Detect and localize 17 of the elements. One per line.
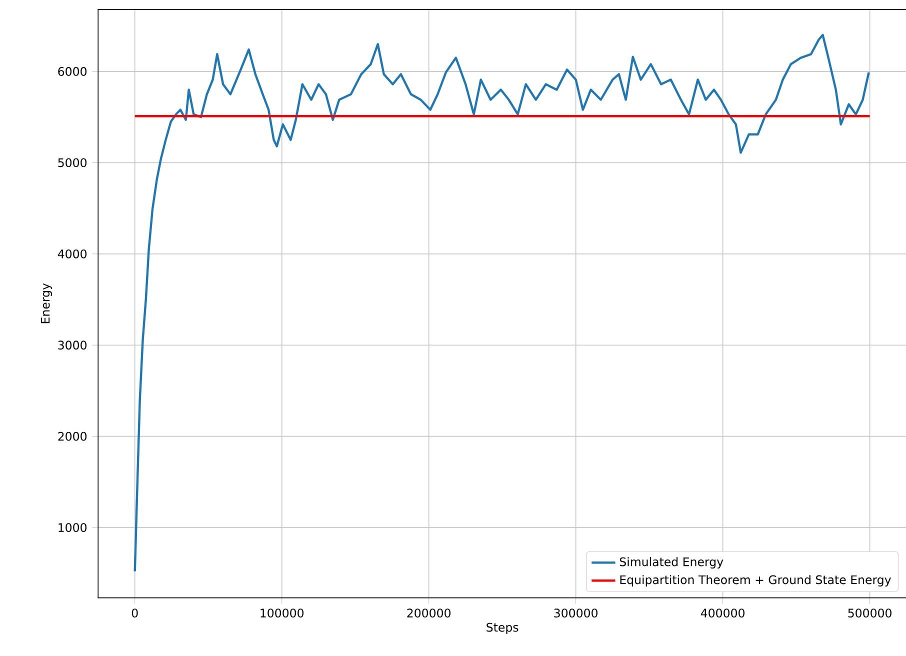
x-axis-title: Steps xyxy=(486,622,518,634)
legend-label: Equipartition Theorem + Ground State Energy xyxy=(620,575,891,587)
y-tick-label: 3000 xyxy=(58,340,87,350)
y-tick-label: 5000 xyxy=(58,158,87,168)
legend-label: Simulated Energy xyxy=(620,557,724,569)
y-tick-label: 2000 xyxy=(58,432,87,441)
x-tick-label: 400000 xyxy=(700,608,744,618)
y-tick-label: 1000 xyxy=(58,523,87,532)
x-tick-label: 0 xyxy=(132,608,138,618)
x-tick-label: 500000 xyxy=(848,608,892,618)
line-series xyxy=(134,34,870,573)
x-tick-label: 100000 xyxy=(260,608,304,618)
x-tick-label: 300000 xyxy=(554,608,598,618)
x-tick-label: 200000 xyxy=(407,608,451,618)
y-tick-label: 4000 xyxy=(58,250,87,258)
y-axis-title: Energy xyxy=(40,283,52,324)
y-tick-label: 6000 xyxy=(58,67,87,76)
